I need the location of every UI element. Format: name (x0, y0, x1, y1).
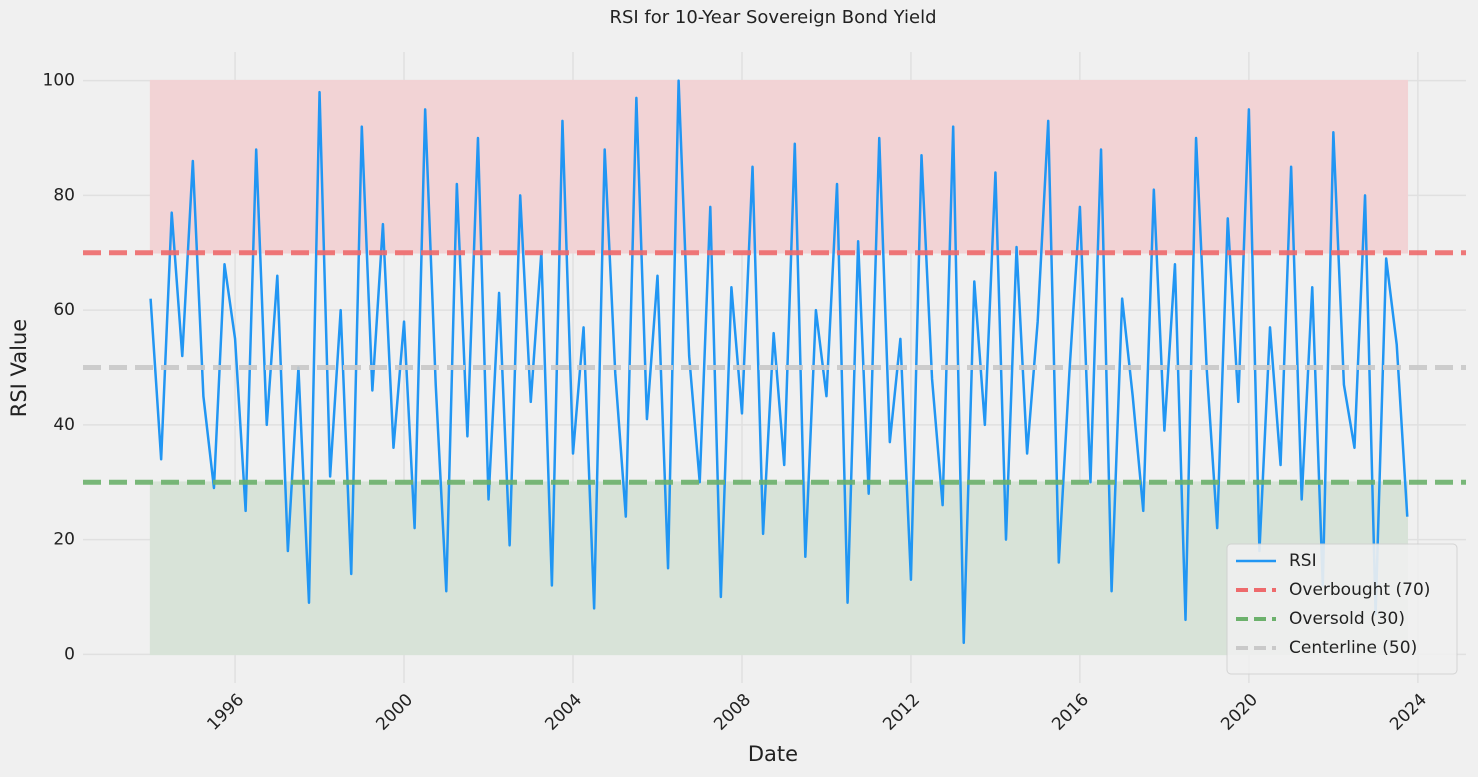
legend-label: Oversold (30) (1289, 609, 1405, 629)
x-tick-label: 1996 (203, 690, 248, 735)
band (149, 79, 1409, 254)
y-tick-label: 80 (53, 185, 75, 205)
data-line (149, 79, 1409, 645)
x-tick-label: 2000 (372, 690, 417, 735)
legend-box (1226, 543, 1458, 675)
legend: RSI Overbought (70) Oversold (30) Centerlin… (1226, 543, 1458, 675)
y-tick-label: 100 (43, 71, 75, 91)
x-tick-label: 2012 (879, 690, 924, 735)
chart-title: RSI for 10-Year Sovereign Bond Yield (609, 7, 936, 28)
y-tick-label: 60 (53, 300, 75, 320)
y-tick-label: 20 (53, 530, 75, 550)
x-tick-label: 2004 (541, 690, 586, 735)
legend-label: RSI (1289, 551, 1317, 571)
x-tick-label: 2008 (710, 690, 755, 735)
x-tick-label: 2016 (1048, 690, 1093, 735)
legend-label: Centerline (50) (1289, 638, 1417, 658)
y-tick-label: 40 (53, 415, 75, 435)
legend-label: Overbought (70) (1289, 580, 1430, 600)
x-axis-label: Date (748, 742, 798, 766)
y-axis-label: RSI Value (7, 319, 31, 417)
y-tick-label: 0 (64, 644, 75, 664)
x-tick-label: 2024 (1386, 690, 1431, 735)
x-tick-label: 2020 (1217, 690, 1262, 735)
band (149, 481, 1409, 656)
